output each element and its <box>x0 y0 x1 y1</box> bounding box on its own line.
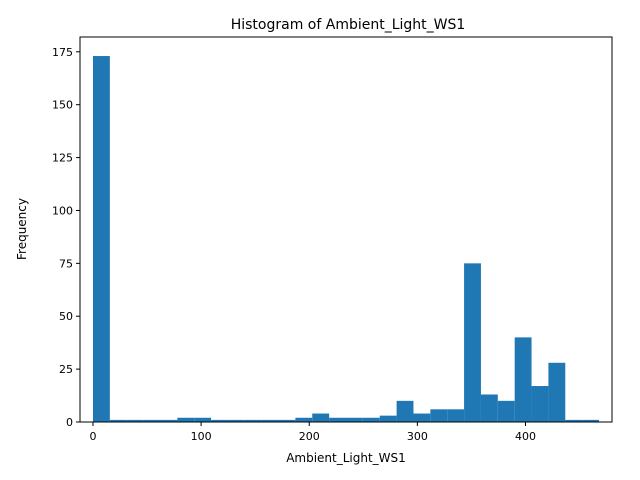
histogram-bar <box>143 419 161 422</box>
histogram-bar <box>480 394 498 422</box>
histogram-bar <box>362 417 380 422</box>
x-tick-label: 200 <box>299 430 320 443</box>
histogram-bar <box>227 419 245 422</box>
histogram-bar <box>379 415 397 422</box>
y-tick-label: 25 <box>59 363 73 376</box>
x-tick-label: 300 <box>407 430 428 443</box>
histogram-bar <box>447 409 465 422</box>
histogram-bar <box>565 419 583 422</box>
histogram-bar <box>278 419 296 422</box>
x-axis-ticks: 0 100 200 300 400 <box>89 422 536 443</box>
histogram-bar <box>531 386 549 422</box>
histogram-bar <box>329 417 346 422</box>
histogram-bar <box>346 417 363 422</box>
y-axis-ticks: 0 25 50 75 100 125 150 175 <box>52 46 80 429</box>
histogram-bar <box>126 419 144 422</box>
histogram-bar <box>261 419 279 422</box>
x-axis-label: Ambient_Light_WS1 <box>286 451 406 465</box>
y-tick-label: 100 <box>52 204 73 217</box>
histogram-bar <box>413 413 431 422</box>
y-tick-label: 75 <box>59 257 73 270</box>
histogram-bar <box>92 56 110 423</box>
x-tick-label: 100 <box>191 430 212 443</box>
y-tick-label: 0 <box>66 416 73 429</box>
bars-group <box>92 56 600 423</box>
histogram-bar <box>497 400 515 422</box>
histogram-bar <box>548 362 566 422</box>
histogram-bar <box>295 417 313 422</box>
x-tick-label: 0 <box>89 430 96 443</box>
histogram-bar <box>160 419 178 422</box>
plot-frame <box>79 36 613 423</box>
histogram-bar <box>177 417 195 422</box>
histogram-bar <box>194 417 212 422</box>
histogram-bar <box>211 419 228 422</box>
y-tick-label: 150 <box>52 99 73 112</box>
y-tick-label: 175 <box>52 46 73 59</box>
y-tick-label: 50 <box>59 310 73 323</box>
histogram-bar <box>244 419 262 422</box>
histogram-bar <box>396 400 414 422</box>
y-tick-label: 125 <box>52 152 73 165</box>
y-axis-label: Frequency <box>15 198 29 260</box>
histogram-bar <box>514 337 532 422</box>
chart-title: Histogram of Ambient_Light_WS1 <box>231 17 466 33</box>
histogram-bar <box>464 263 481 422</box>
histogram-bar <box>430 409 448 422</box>
x-tick-label: 400 <box>515 430 536 443</box>
histogram-bar <box>312 413 330 422</box>
histogram-bar <box>109 419 127 422</box>
histogram-bar <box>582 419 600 422</box>
